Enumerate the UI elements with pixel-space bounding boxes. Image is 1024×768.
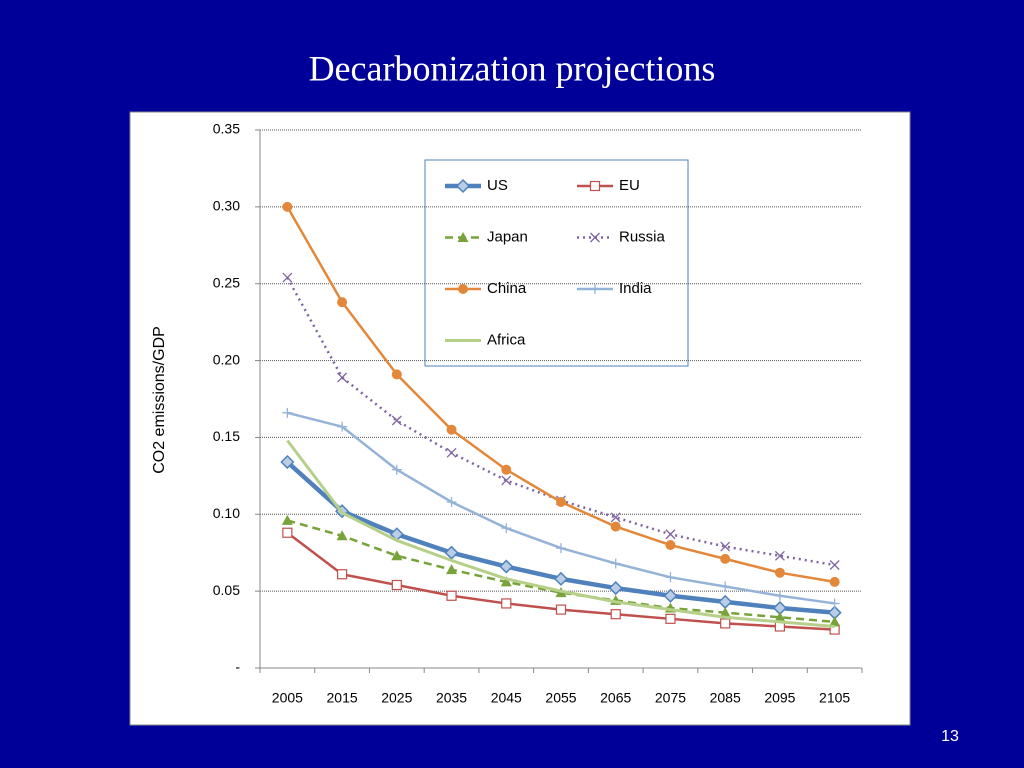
data-point bbox=[774, 567, 785, 578]
data-point bbox=[337, 297, 348, 308]
data-point bbox=[391, 550, 403, 561]
data-point bbox=[774, 590, 785, 601]
legend-marker bbox=[590, 232, 600, 243]
data-point bbox=[829, 560, 840, 570]
legend-label: US bbox=[487, 177, 508, 194]
data-point bbox=[391, 579, 402, 591]
data-point bbox=[608, 581, 623, 596]
legend-label: Africa bbox=[487, 331, 526, 348]
data-point bbox=[501, 464, 512, 475]
x-tick-label: 2085 bbox=[710, 690, 741, 706]
data-point bbox=[282, 201, 293, 212]
x-tick-label: 2015 bbox=[327, 690, 358, 706]
data-point bbox=[446, 590, 457, 601]
legend-label: EU bbox=[619, 177, 640, 194]
y-tick-label: 0.10 bbox=[213, 505, 240, 521]
data-point bbox=[774, 611, 786, 622]
slide-title: Decarbonization projections bbox=[309, 48, 716, 88]
data-point bbox=[663, 588, 678, 603]
data-point bbox=[610, 521, 621, 532]
data-point bbox=[446, 424, 457, 435]
data-point bbox=[501, 523, 512, 534]
data-point bbox=[282, 272, 293, 283]
x-tick-label: 2025 bbox=[381, 690, 412, 706]
y-tick-label: 0.35 bbox=[213, 121, 240, 137]
data-point bbox=[720, 541, 731, 552]
data-point bbox=[610, 558, 621, 569]
x-tick-label: 2045 bbox=[491, 690, 522, 706]
data-point bbox=[446, 564, 458, 575]
data-point bbox=[282, 527, 293, 538]
data-point bbox=[501, 598, 512, 609]
legend bbox=[424, 159, 689, 367]
data-point bbox=[829, 616, 841, 627]
data-point bbox=[665, 613, 676, 624]
y-tick-label: 0.20 bbox=[213, 351, 240, 367]
data-point bbox=[444, 545, 459, 560]
slide-number: 13 bbox=[941, 728, 959, 745]
x-tick-label: 2105 bbox=[819, 690, 850, 706]
legend-marker bbox=[458, 284, 468, 294]
data-point bbox=[555, 604, 567, 615]
data-point bbox=[829, 576, 840, 587]
data-point bbox=[720, 618, 731, 629]
data-point bbox=[665, 540, 676, 551]
x-tick-label: 2065 bbox=[600, 690, 631, 706]
data-point bbox=[500, 576, 512, 587]
data-point bbox=[610, 609, 621, 620]
data-point bbox=[774, 550, 785, 561]
data-point bbox=[336, 569, 348, 580]
x-tick-label: 2005 bbox=[272, 690, 303, 706]
x-tick-label: 2075 bbox=[655, 690, 686, 706]
data-point bbox=[391, 464, 402, 475]
legend-label: Russia bbox=[619, 228, 666, 245]
legend-label: China bbox=[487, 280, 527, 297]
data-point bbox=[337, 421, 348, 432]
data-point bbox=[610, 512, 621, 523]
data-point bbox=[719, 607, 731, 618]
x-tick-label: 2035 bbox=[436, 690, 467, 706]
legend-marker bbox=[457, 232, 469, 242]
series-line bbox=[287, 519, 835, 624]
data-point bbox=[446, 496, 457, 507]
x-tick-label: 2095 bbox=[764, 690, 795, 706]
data-point bbox=[501, 475, 512, 486]
y-tick-label: - bbox=[235, 659, 240, 675]
y-axis-label: CO2 emissions/GDP bbox=[151, 326, 168, 474]
data-point bbox=[280, 454, 295, 470]
data-point bbox=[391, 369, 402, 380]
data-point bbox=[282, 407, 293, 418]
data-point bbox=[446, 447, 457, 458]
data-point bbox=[337, 372, 348, 383]
data-point bbox=[553, 571, 569, 586]
data-point bbox=[499, 559, 514, 574]
legend-label: Japan bbox=[487, 228, 528, 245]
data-point bbox=[336, 530, 348, 541]
legend-marker bbox=[590, 284, 600, 294]
y-tick-label: 0.05 bbox=[213, 582, 240, 598]
data-point bbox=[281, 514, 293, 525]
data-point bbox=[720, 581, 731, 592]
series-line bbox=[286, 439, 835, 628]
y-tick-label: 0.30 bbox=[213, 198, 240, 214]
data-point bbox=[665, 529, 676, 540]
x-tick-label: 2055 bbox=[545, 690, 576, 706]
data-point bbox=[391, 415, 402, 426]
data-point bbox=[556, 496, 566, 507]
legend-label: India bbox=[619, 280, 652, 297]
data-point bbox=[720, 553, 731, 564]
legend-marker bbox=[455, 178, 471, 194]
legend-marker bbox=[589, 180, 601, 192]
y-tick-label: 0.15 bbox=[213, 428, 240, 444]
data-point bbox=[665, 572, 676, 583]
data-point bbox=[556, 543, 566, 554]
y-tick-label: 0.25 bbox=[213, 274, 240, 290]
data-point bbox=[829, 598, 840, 609]
